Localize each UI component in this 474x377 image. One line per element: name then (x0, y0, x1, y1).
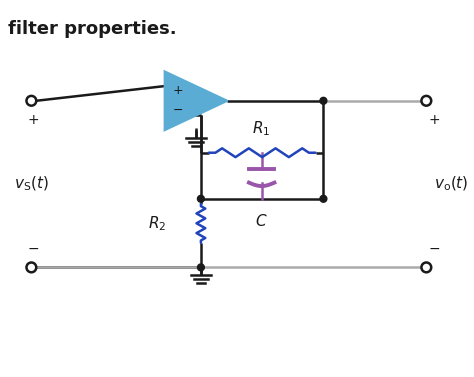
Text: +: + (27, 113, 39, 127)
Text: $C$: $C$ (255, 213, 268, 228)
Text: filter properties.: filter properties. (8, 20, 176, 38)
Text: $R_1$: $R_1$ (252, 120, 271, 138)
Text: −: − (173, 104, 183, 117)
Text: $v_{\rm o}(t)$: $v_{\rm o}(t)$ (434, 175, 469, 193)
Text: $v_{\rm S}(t)$: $v_{\rm S}(t)$ (14, 175, 48, 193)
Text: $R_2$: $R_2$ (148, 214, 166, 233)
Circle shape (198, 264, 204, 271)
Text: −: − (428, 242, 440, 256)
Circle shape (198, 195, 204, 202)
Text: +: + (173, 84, 184, 98)
Text: +: + (428, 113, 440, 127)
Circle shape (320, 195, 327, 202)
Text: −: − (27, 242, 39, 256)
Circle shape (320, 97, 327, 104)
Polygon shape (164, 71, 228, 130)
